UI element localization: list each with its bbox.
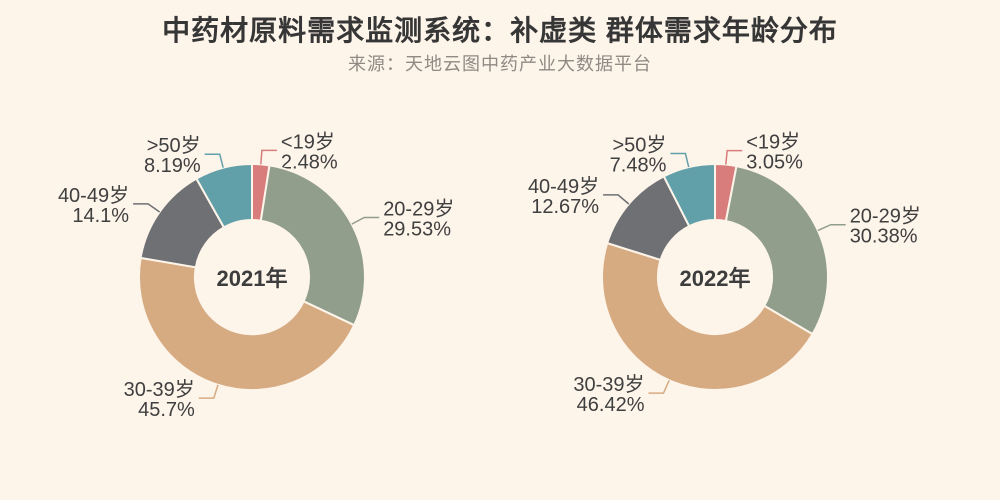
slice-label-value: 7.48% [610, 155, 667, 177]
slice-label-line [817, 223, 846, 232]
slice-label-category: 30-39岁 [573, 373, 644, 396]
slice-label-category: >50岁 [147, 134, 201, 157]
slice-label-line [133, 203, 161, 213]
slice-label-line [670, 152, 690, 168]
chart-header: 中药材原料需求监测系统：补虚类 群体需求年龄分布 来源：天地云图中药产业大数据平… [0, 15, 1000, 74]
slice-label-line [198, 384, 219, 399]
slice-label-category: <19岁 [281, 130, 335, 153]
slice-label-value: 30.38% [850, 226, 918, 248]
donut-slice-2021年-30-39岁[interactable] [137, 256, 356, 392]
chart-subtitle: 来源：天地云图中药产业大数据平台 [348, 54, 652, 74]
slice-label-category: 40-49岁 [528, 175, 599, 198]
slice-label-value: 45.7% [138, 399, 195, 421]
slice-label-line [204, 153, 224, 168]
slice-label-value: 2.48% [281, 151, 338, 173]
slice-label-line [603, 194, 630, 205]
slice-label-value: 46.42% [577, 394, 645, 416]
chart-title: 中药材原料需求监测系统：补虚类 群体需求年龄分布 [162, 15, 838, 46]
donut-slice-2022年-30-39岁[interactable] [601, 242, 814, 391]
donut-slice-2021年->50岁[interactable] [195, 162, 253, 229]
donut-slice-2022年-20-29岁[interactable] [724, 165, 829, 336]
slice-label-line [725, 149, 743, 165]
slice-label-category: 20-29岁 [383, 198, 454, 221]
slice-label-value: 3.05% [746, 152, 803, 174]
slice-label-value: 29.53% [383, 219, 451, 241]
slice-label-category: 30-39岁 [124, 378, 195, 401]
slice-label-value: 12.67% [531, 196, 599, 218]
slice-label-value: 8.19% [144, 155, 201, 177]
donut-slice-2021年-20-29岁[interactable] [259, 164, 366, 327]
slice-label-line [648, 379, 670, 394]
slice-label-category: >50岁 [612, 134, 666, 157]
slice-label-category: <19岁 [746, 131, 800, 154]
donut-slice-2022年->50岁[interactable] [662, 163, 716, 228]
slice-label-value: 14.1% [72, 205, 129, 227]
donut-center-label-2022: 2022年 [679, 266, 751, 291]
slice-label-category: 20-29岁 [850, 205, 921, 228]
slice-label-category: 40-49岁 [58, 184, 129, 207]
donut-center-label-2021: 2021年 [216, 266, 288, 291]
slice-label-line [260, 149, 277, 165]
slice-label-line [351, 216, 380, 225]
